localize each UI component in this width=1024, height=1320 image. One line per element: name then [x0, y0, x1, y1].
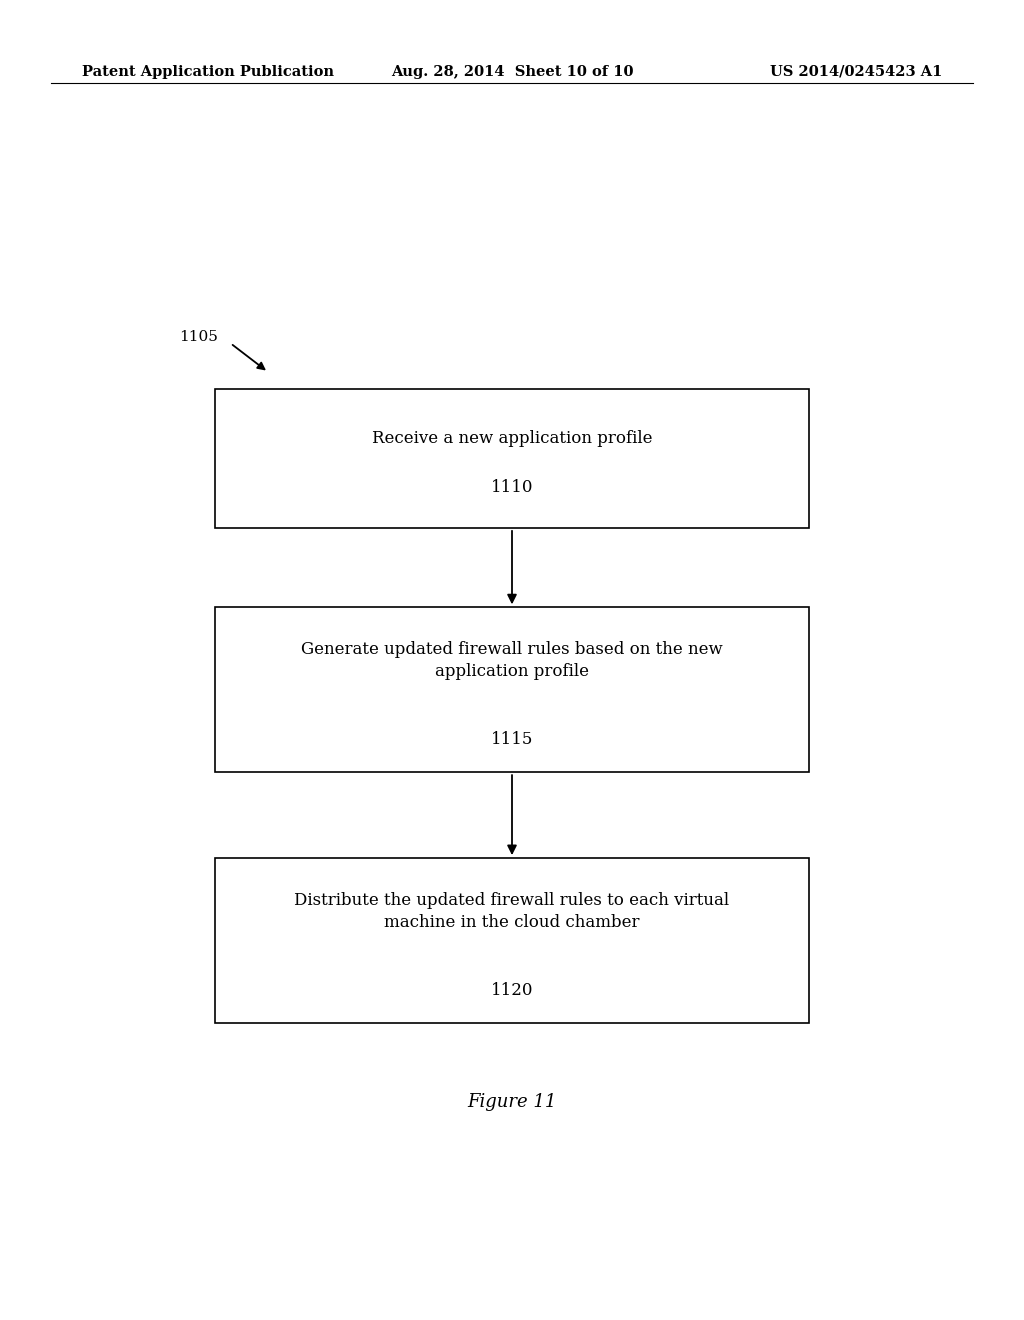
Text: Generate updated firewall rules based on the new
application profile: Generate updated firewall rules based on…: [301, 642, 723, 680]
Bar: [215, 858, 809, 1023]
Text: Patent Application Publication: Patent Application Publication: [82, 65, 334, 79]
Text: Distribute the updated firewall rules to each virtual
machine in the cloud chamb: Distribute the updated firewall rules to…: [295, 892, 729, 931]
Text: Receive a new application profile: Receive a new application profile: [372, 430, 652, 447]
Text: 1120: 1120: [490, 982, 534, 999]
Text: 1110: 1110: [490, 479, 534, 496]
Text: Figure 11: Figure 11: [467, 1093, 557, 1111]
Text: Aug. 28, 2014  Sheet 10 of 10: Aug. 28, 2014 Sheet 10 of 10: [391, 65, 633, 79]
Bar: [215, 389, 809, 528]
Text: US 2014/0245423 A1: US 2014/0245423 A1: [770, 65, 942, 79]
Text: 1105: 1105: [179, 330, 218, 343]
Text: 1115: 1115: [490, 731, 534, 748]
Bar: [215, 607, 809, 772]
